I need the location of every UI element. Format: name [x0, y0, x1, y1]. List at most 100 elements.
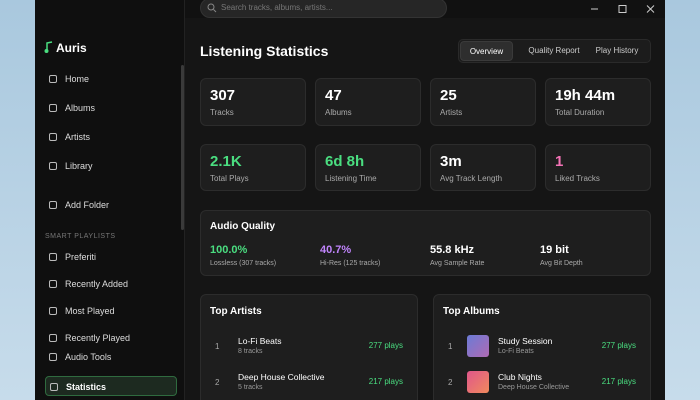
nav-label: Most Played [65, 306, 115, 316]
item-name: Deep House Collective [238, 372, 325, 382]
search-box[interactable]: Search tracks, albums, artists... [200, 0, 447, 18]
quality-label: Lossless (307 tracks) [210, 260, 277, 267]
nav-item[interactable]: Recently Played [45, 328, 177, 348]
top-list-card: Top Artists 1 Lo-Fi Beats 8 tracks 277 plays… [200, 294, 418, 400]
nav-icon [49, 253, 57, 261]
list-row[interactable]: 2 Club Nights Deep House Collective 217 pla… [438, 367, 648, 399]
search-icon [207, 3, 217, 13]
stat-card: 1 Liked Tracks [545, 144, 651, 191]
nav-item[interactable]: Recently Added [45, 274, 177, 294]
sidebar: Auris Home Albums Artists Library Add Folder… [35, 0, 185, 400]
app-window: Search tracks, albums, artists... Auris … [35, 0, 665, 400]
stat-label: Avg Track Length [440, 174, 503, 183]
album-art [467, 335, 489, 357]
nav-item[interactable]: Audio Tools [45, 347, 177, 367]
rank: 1 [448, 342, 453, 351]
nav-icon [49, 162, 57, 170]
page-title: Listening Statistics [200, 43, 329, 59]
nav-item[interactable]: Library [45, 156, 177, 176]
nav-label: Recently Added [65, 279, 129, 289]
card-title: Top Albums [443, 306, 500, 317]
nav-item[interactable]: Statistics [45, 376, 177, 396]
nav-label: Statistics [66, 382, 107, 392]
stat-card: 3m Avg Track Length [430, 144, 536, 191]
item-name: Club Nights [498, 372, 542, 382]
nav-icon [49, 307, 57, 315]
stat-label: Artists [440, 108, 463, 117]
stat-label: Listening Time [325, 174, 377, 183]
nav-label: Preferiti [65, 252, 97, 262]
nav-icon [49, 280, 57, 288]
scrollbar [181, 65, 184, 230]
nav-item[interactable]: Artists [45, 127, 177, 147]
nav-item[interactable]: Most Played [45, 301, 177, 321]
nav-icon [49, 104, 57, 112]
stat-card: 47 Albums [315, 78, 421, 126]
stat-card: 307 Tracks [200, 78, 306, 126]
stat-card: 2.1K Total Plays [200, 144, 306, 191]
card-title: Top Artists [210, 306, 262, 317]
stat-value: 47 [325, 87, 342, 104]
nav-label: Home [65, 74, 90, 84]
nav-item[interactable]: Preferiti [45, 247, 177, 267]
nav-item[interactable]: Add Folder [45, 195, 177, 215]
audio-quality-card: Audio Quality 100.0% Lossless (307 tracks)… [200, 210, 651, 276]
quality-value: 40.7% [320, 244, 352, 256]
nav-label: Artists [65, 132, 91, 142]
stat-label: Albums [325, 108, 352, 117]
section-title: SMART PLAYLISTS [45, 233, 116, 240]
nav-icon [49, 353, 57, 361]
tab[interactable]: Quality Report [528, 46, 580, 55]
main-panel: Listening Statistics Overview Quality Rep… [185, 18, 665, 400]
tab[interactable]: Overview [460, 41, 513, 61]
quality-label: Hi-Res (125 tracks) [320, 260, 381, 267]
stat-label: Liked Tracks [555, 174, 600, 183]
rank: 1 [215, 342, 220, 351]
item-name: Lo-Fi Beats [238, 336, 282, 346]
stat-value: 2.1K [210, 153, 242, 170]
list-row[interactable]: 2 Deep House Collective 5 tracks 217 plays [205, 367, 415, 399]
item-name: Study Session [498, 336, 553, 346]
item-sub: 5 tracks [238, 384, 263, 391]
stat-label: Total Duration [555, 108, 605, 117]
stat-label: Tracks [210, 108, 234, 117]
list-row[interactable]: 1 Study Session Lo-Fi Beats 277 plays [438, 331, 648, 363]
quality-value: 19 bit [540, 244, 569, 256]
nav-item[interactable]: Albums [45, 98, 177, 118]
nav-label: Recently Played [65, 333, 131, 343]
nav-label: Audio Tools [65, 352, 112, 362]
nav-icon [49, 334, 57, 342]
quality-value: 100.0% [210, 244, 248, 256]
nav-icon [49, 75, 57, 83]
nav-label: Albums [65, 103, 96, 113]
stat-card: 6d 8h Listening Time [315, 144, 421, 191]
quality-label: Avg Bit Depth [540, 260, 583, 267]
window-controls[interactable] [585, 2, 665, 16]
nav-icon [49, 133, 57, 141]
stat-value: 3m [440, 153, 462, 170]
list-row[interactable]: 1 Lo-Fi Beats 8 tracks 277 plays [205, 331, 415, 363]
play-count: 277 plays [368, 341, 403, 350]
quality-label: Avg Sample Rate [430, 260, 485, 267]
stat-value: 6d 8h [325, 153, 365, 170]
stat-label: Total Plays [210, 174, 249, 183]
stat-value: 307 [210, 87, 236, 104]
play-count: 217 plays [368, 377, 403, 386]
stat-value: 1 [555, 153, 564, 170]
app-name: Auris [56, 41, 87, 55]
top-list-card: Top Albums 1 Study Session Lo-Fi Beats 277 p… [433, 294, 651, 400]
nav-icon [49, 201, 57, 209]
rank: 2 [215, 378, 220, 387]
album-art [467, 371, 489, 393]
card-title: Audio Quality [210, 221, 275, 232]
logo-icon [44, 41, 53, 53]
nav-item[interactable]: Home [45, 69, 177, 89]
item-sub: 8 tracks [238, 348, 263, 355]
nav-icon [50, 383, 58, 391]
quality-value: 55.8 kHz [430, 244, 475, 256]
tab[interactable]: Play History [595, 46, 639, 55]
item-sub: Lo-Fi Beats [498, 348, 534, 355]
nav-label: Add Folder [65, 200, 110, 210]
play-count: 217 plays [601, 377, 636, 386]
